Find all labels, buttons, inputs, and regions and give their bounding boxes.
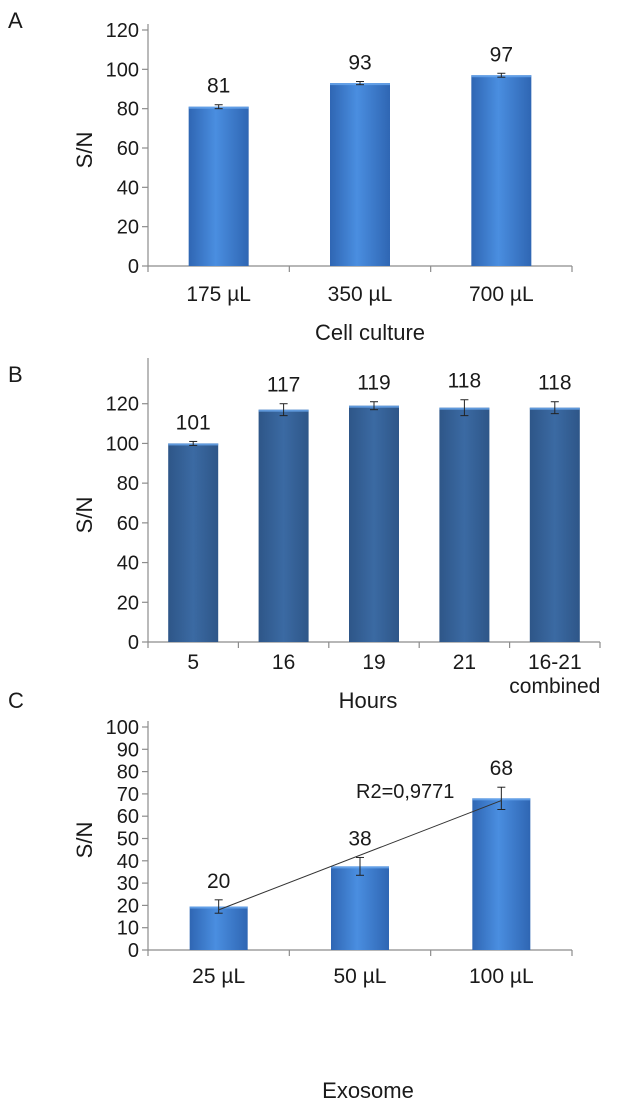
bar [258, 409, 309, 642]
y-axis-title: S/N [72, 822, 97, 859]
chart-panel-b: B 0 20 40 60 80 100 120 101 5 117 16 119 19 118 21 118 16… [8, 358, 601, 713]
data-label: 97 [490, 43, 513, 66]
y-tick-label: 60 [117, 513, 139, 535]
data-label: 118 [538, 372, 571, 395]
category-label: 175 µL [186, 283, 251, 306]
y-tick-label: 120 [106, 394, 139, 416]
bar [349, 405, 399, 642]
category-label: 100 µL [469, 965, 534, 988]
category-label: 5 [187, 651, 199, 674]
category-label: 25 µL [192, 965, 245, 988]
y-tick-label: 60 [117, 138, 139, 160]
bar [188, 106, 249, 266]
bar [439, 407, 490, 642]
category-label: 21 [453, 651, 476, 674]
data-label: 93 [348, 52, 371, 75]
data-label: 38 [348, 827, 371, 850]
trend-line [218, 800, 502, 911]
y-tick-label: 0 [128, 940, 139, 962]
bar [529, 407, 580, 642]
x-axis-title: Hours [339, 688, 398, 713]
y-tick-label: 80 [117, 473, 139, 495]
y-axis-title: S/N [72, 497, 97, 534]
data-label: 20 [207, 870, 230, 893]
data-label: 68 [490, 757, 513, 780]
panel-letter: C [8, 688, 24, 713]
y-tick-label: 40 [117, 851, 139, 873]
y-tick-label: 60 [117, 806, 139, 828]
y-tick-label: 10 [117, 918, 139, 940]
y-tick-label: 20 [117, 895, 139, 917]
y-tick-label: 20 [117, 592, 139, 614]
y-tick-label: 50 [117, 829, 139, 851]
category-label: 16 [272, 651, 295, 674]
y-tick-label: 40 [117, 553, 139, 575]
chart-panel-a: A 0 20 40 60 80 100 120 81 175 µL 93 350 µL 97 700 µL… [8, 8, 573, 345]
y-tick-label: 100 [106, 717, 139, 739]
category-label: 19 [362, 651, 385, 674]
category-label: 16-21 combined [509, 651, 600, 698]
category-label: 700 µL [469, 283, 534, 306]
y-tick-label: 70 [117, 784, 139, 806]
y-tick-label: 90 [117, 739, 139, 761]
bar [471, 75, 532, 266]
x-axis-title: Exosome [322, 1078, 414, 1103]
data-label: 101 [176, 411, 211, 434]
bar [331, 866, 389, 950]
y-tick-label: 80 [117, 99, 139, 121]
y-axis-title: S/N [72, 132, 97, 169]
data-label: 117 [267, 374, 300, 397]
data-label: 118 [448, 370, 481, 393]
y-tick-label: 0 [128, 632, 139, 654]
bar [330, 83, 390, 266]
y-tick-label: 120 [106, 20, 139, 42]
category-label: 350 µL [328, 283, 393, 306]
y-tick-label: 20 [117, 217, 139, 239]
bar [189, 906, 248, 950]
y-tick-label: 100 [106, 433, 139, 455]
panel-letter: A [8, 8, 23, 33]
panel-letter: B [8, 362, 23, 387]
y-tick-label: 0 [128, 256, 139, 278]
data-label: 119 [357, 372, 390, 395]
category-label: 50 µL [334, 965, 387, 988]
bar [168, 443, 219, 642]
y-tick-label: 80 [117, 762, 139, 784]
y-tick-label: 40 [117, 177, 139, 199]
r-squared-annotation: R2=0,9771 [356, 781, 454, 803]
y-tick-label: 100 [106, 59, 139, 81]
bar [472, 798, 531, 950]
y-tick-label: 30 [117, 873, 139, 895]
data-label: 81 [207, 75, 230, 98]
x-axis-title: Cell culture [315, 320, 425, 345]
